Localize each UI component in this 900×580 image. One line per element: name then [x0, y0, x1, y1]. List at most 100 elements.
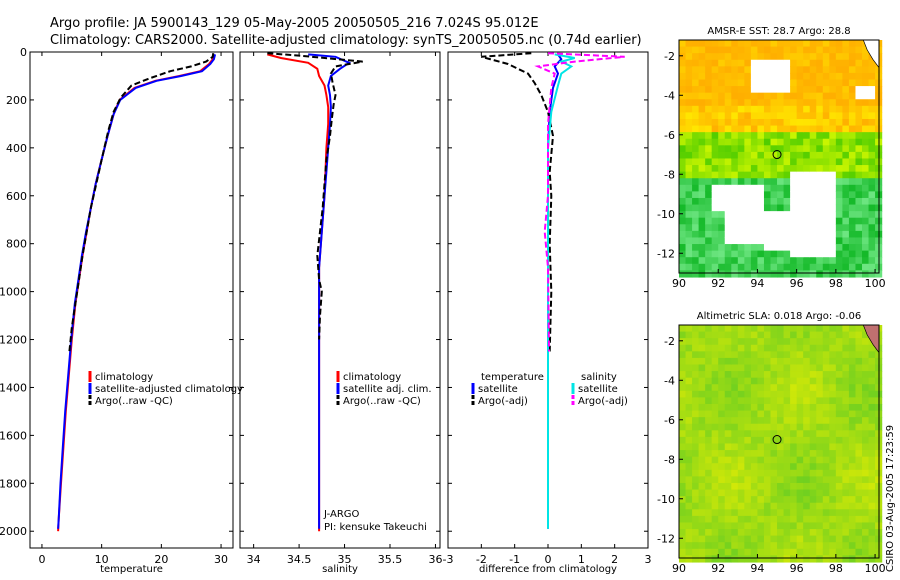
sla_map-cell: [731, 555, 739, 563]
legend-diff-salinity-head: salinity: [581, 372, 617, 383]
sla_map-cell: [862, 496, 870, 504]
sla_map-cell: [711, 371, 719, 379]
sla_map-cell: [698, 456, 706, 464]
sla_map-cell: [796, 522, 804, 530]
sla_map-cell: [770, 331, 778, 339]
sst_map-cell: [763, 165, 772, 173]
sla_map-cell: [848, 489, 857, 497]
sla_map-cell: [822, 410, 830, 418]
sla_map-cell: [744, 450, 752, 458]
sst_map-cell: [822, 263, 830, 271]
sst_map-cell: [816, 257, 824, 265]
sla_map-cell: [848, 430, 857, 438]
sla_map-cell: [829, 325, 837, 333]
sst_map-cell: [750, 92, 759, 100]
sla_map-cell: [835, 482, 843, 491]
sst_map-cell: [685, 145, 693, 153]
sla_map-cell: [796, 390, 804, 398]
sst_map-cell: [724, 40, 732, 48]
sla_map-cell: [855, 555, 863, 563]
sla_map-cell: [816, 371, 824, 379]
sst_map-cell: [763, 158, 772, 166]
sla_map-cell: [822, 509, 830, 517]
sla_map-cell: [711, 351, 719, 359]
sst_map-cell: [763, 59, 772, 67]
sla_map-cell: [692, 423, 700, 431]
sst_map-cell: [816, 46, 824, 54]
sla_map-cell: [848, 450, 857, 458]
sla_map-cell: [783, 410, 791, 418]
sst_map-cell: [698, 145, 706, 153]
sla_map-cell: [842, 430, 850, 438]
sst_map-cell: [868, 158, 876, 166]
sla_map-cell: [790, 502, 798, 510]
sla_map-cell: [763, 555, 772, 563]
sst_map-cell: [803, 250, 811, 258]
sst_map-cell: [842, 46, 850, 54]
sst_map-cell: [770, 105, 778, 113]
sst_map-cell: [724, 145, 732, 153]
sst_map-cell: [731, 40, 739, 48]
sla_map-cell: [809, 515, 817, 524]
sla_map-cell: [842, 542, 850, 550]
sst_map-cell: [770, 204, 778, 212]
sla_map-cell: [750, 456, 759, 464]
sla_map-cell: [868, 529, 876, 537]
sla_map-cell: [842, 489, 850, 497]
sla_map-cell: [770, 351, 778, 359]
sst_map-cell: [848, 204, 857, 212]
sla_map-cell: [783, 417, 791, 425]
sst_map-cell: [777, 79, 785, 87]
sst_map-cell: [744, 145, 752, 153]
sla_map-cell: [705, 338, 713, 346]
sst_map-cell: [705, 230, 713, 239]
sla_map-cell: [679, 364, 687, 372]
sst_map-cell: [816, 138, 824, 146]
sla_map-cell: [796, 496, 804, 504]
sst_map-cell: [718, 112, 726, 120]
sla_map-cell: [835, 509, 843, 517]
sla_map-cell: [744, 496, 752, 504]
sla_map-cell: [763, 403, 772, 412]
sst_map-cell: [783, 40, 791, 48]
sla_map-cell: [705, 344, 713, 352]
sst_map-cell: [724, 257, 732, 265]
sla_map-cell: [679, 489, 687, 497]
sst_map-cell: [737, 270, 745, 278]
sst_map-cell: [731, 178, 739, 186]
sst_map-cell: [783, 197, 791, 206]
sla_map-cell: [718, 482, 726, 491]
sst_map-cell: [770, 184, 778, 192]
sla_map-cell: [790, 351, 798, 359]
sst_map-cell: [796, 270, 804, 278]
sla_map-cell: [822, 423, 830, 431]
sst_map-cell: [679, 46, 687, 54]
sla_map-cell: [835, 423, 843, 431]
sla_map-cell: [803, 502, 811, 510]
sst_map-cell: [790, 40, 798, 48]
sst_map-cell: [790, 79, 798, 87]
sst_map-cell: [718, 237, 726, 245]
sla_map-cell: [829, 548, 837, 556]
sla_map-cell: [822, 522, 830, 530]
sla_map-cell: [829, 403, 837, 412]
sst_map-cell: [803, 118, 811, 127]
sst_map-cell: [718, 165, 726, 173]
sla_map-cell: [868, 463, 876, 471]
sla_map-cell: [692, 430, 700, 438]
sst_map-cell: [724, 99, 732, 107]
sst_map-cell: [777, 92, 785, 100]
sla_map-cell: [705, 463, 713, 471]
sla_map-cell: [809, 377, 817, 385]
sst_map-cell: [803, 171, 811, 179]
sla_map-cell: [744, 443, 752, 451]
sla_map-cell: [711, 456, 719, 464]
sst_map-cell: [757, 59, 765, 67]
sst_map-cell: [868, 59, 876, 67]
sst_map-cell: [724, 79, 732, 87]
sla_map-cell: [855, 338, 863, 346]
sst_map-cell: [744, 118, 752, 127]
sla_map-cell: [790, 377, 798, 385]
sla_map-cell: [829, 476, 837, 484]
sla_map-cell: [724, 489, 732, 497]
